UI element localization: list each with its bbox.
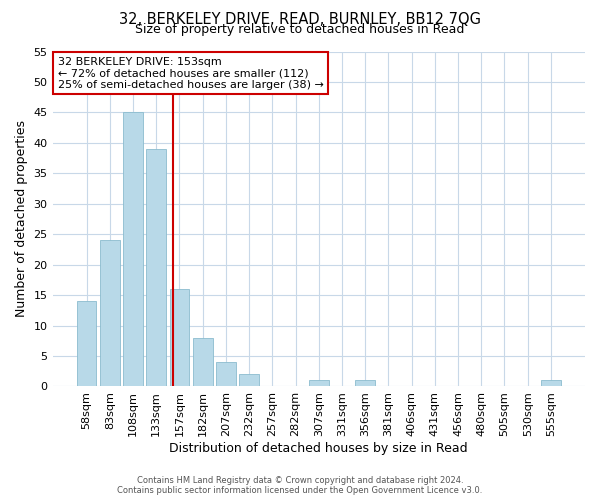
Text: 32 BERKELEY DRIVE: 153sqm
← 72% of detached houses are smaller (112)
25% of semi: 32 BERKELEY DRIVE: 153sqm ← 72% of detac… (58, 56, 324, 90)
Bar (193, 338, 212, 386)
Bar (100, 240, 119, 386)
Bar (123, 112, 143, 386)
Text: Size of property relative to detached houses in Read: Size of property relative to detached ho… (136, 22, 464, 36)
Text: Contains HM Land Registry data © Crown copyright and database right 2024.
Contai: Contains HM Land Registry data © Crown c… (118, 476, 482, 495)
X-axis label: Distribution of detached houses by size in Read: Distribution of detached houses by size … (169, 442, 468, 455)
Bar (239, 374, 259, 386)
Bar (146, 149, 166, 386)
Bar (77, 301, 97, 386)
Text: 32, BERKELEY DRIVE, READ, BURNLEY, BB12 7QG: 32, BERKELEY DRIVE, READ, BURNLEY, BB12 … (119, 12, 481, 28)
Bar (170, 289, 190, 386)
Bar (216, 362, 236, 386)
Y-axis label: Number of detached properties: Number of detached properties (15, 120, 28, 318)
Bar (541, 380, 561, 386)
Bar (355, 380, 375, 386)
Bar (309, 380, 329, 386)
